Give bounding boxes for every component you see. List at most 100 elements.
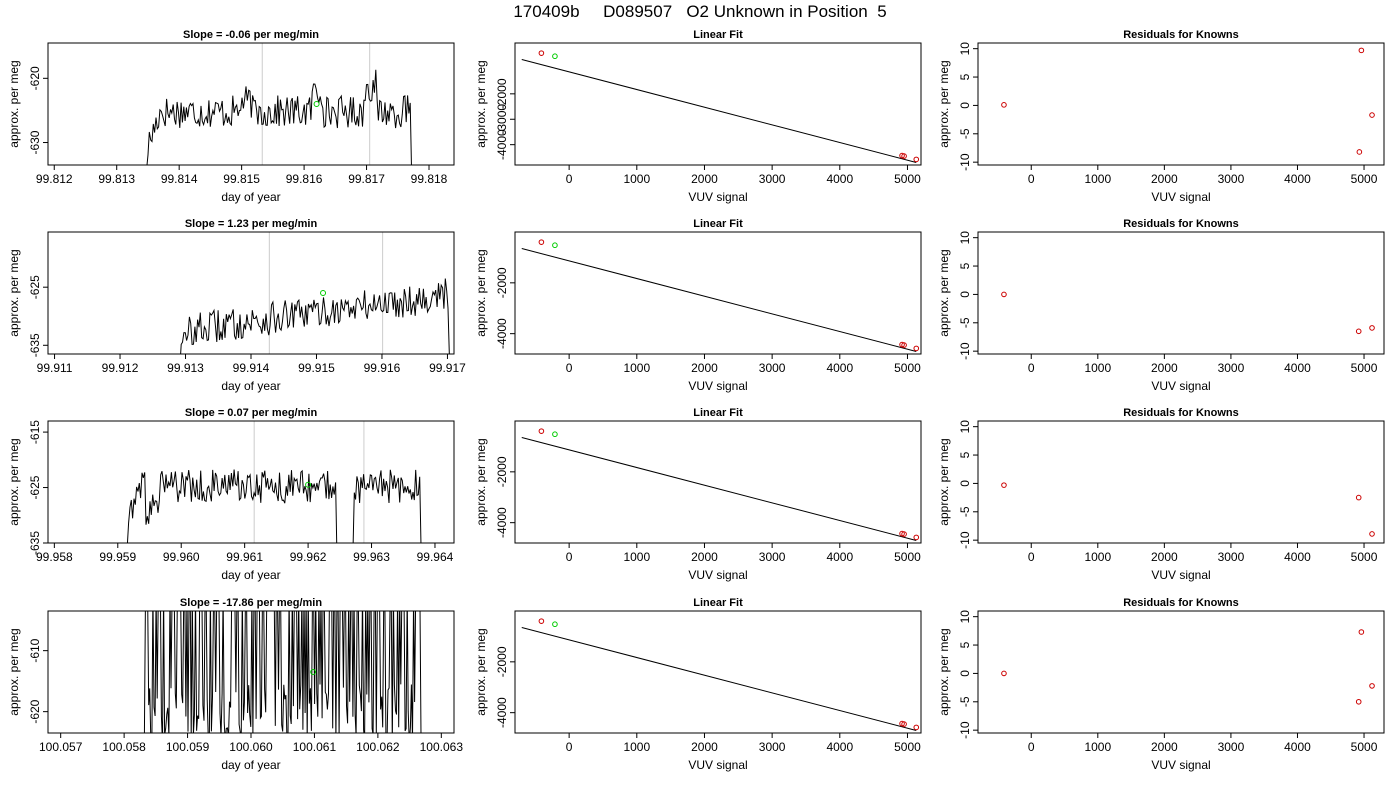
x-tick-label: 5000 [894,361,921,375]
chart-title: Slope = -17.86 per meg/min [180,597,322,609]
x-tick-label: 2000 [1151,550,1178,564]
x-axis-label: day of year [221,379,280,393]
x-tick-label: 1000 [1084,172,1111,186]
y-tick-label: -4000 [495,318,509,349]
y-axis-label: approx. per meg [7,249,21,336]
known-point [913,156,920,163]
y-tick-label: 10 [958,231,972,245]
x-tick-label: 4000 [826,740,853,754]
fit-line [521,627,917,731]
plot-frame [977,610,1385,734]
x-tick-label: 100.063 [420,740,464,754]
y-tick-label: 0 [958,670,972,677]
fit-line [521,248,917,352]
x-tick-label: 4000 [826,361,853,375]
chart-panel-r1c0: 99.911 99.912 99.913 99.914 99.915 99.916 99.9… [7,218,466,393]
known-point [1355,494,1362,501]
x-tick-label: 99.959 [99,550,136,564]
chart-panel-r2c2: 0 1000 2000 3000 4000 5000 10 5 0 -5 -10 Residuals … [937,407,1385,582]
x-tick-label: 1000 [1084,550,1111,564]
x-tick-label: 0 [1028,740,1035,754]
x-axis-label: VUV signal [1151,190,1210,204]
plot-area [521,239,920,352]
x-tick-label: 0 [1028,550,1035,564]
chart-title: Linear Fit [693,407,743,419]
unknown-point [305,481,312,488]
x-axis-label: VUV signal [688,379,747,393]
chart-panel-r3c1: 0 1000 2000 3000 4000 5000 -2000 -4000 Linear Fi… [474,597,922,772]
x-tick-label: 100.059 [166,740,210,754]
y-tick-label: -4000 [495,507,509,538]
y-axis-label: approx. per meg [7,438,21,525]
y-tick-label: 10 [958,420,972,434]
y-tick-label: 5 [958,262,972,269]
y-axis-label: approx. per meg [7,628,21,715]
y-tick-label: 10 [958,42,972,56]
known-point [901,153,907,159]
y-tick-label: -2000 [495,456,509,487]
x-tick-label: 2000 [691,172,718,186]
y-tick-label: -10 [958,342,972,360]
plot-area [1001,291,1375,335]
chart-title: Residuals for Knowns [1123,407,1239,419]
known-point [1369,531,1375,537]
y-tick-label: -10 [958,721,972,739]
x-tick-label: 99.914 [233,361,270,375]
chart-panel-r0c0: 99.812 99.813 99.814 99.815 99.816 99.817 99.8… [7,29,455,204]
y-axis-label: approx. per meg [474,60,488,147]
page-title: 170409b D089507 O2 Unknown in Position 5 [513,2,887,21]
plot-area [1001,629,1375,705]
fit-line [521,59,917,163]
plot-frame [977,231,1385,355]
x-tick-label: 1000 [623,361,650,375]
chart-title: Slope = 0.07 per meg/min [185,407,318,419]
chart-title: Slope = 1.23 per meg/min [185,218,318,230]
x-tick-label: 100.057 [39,740,83,754]
plot-frame [47,231,455,355]
known-point [901,342,907,348]
x-tick-label: 1000 [623,740,650,754]
plot-area [146,43,412,165]
x-tick-label: 0 [566,172,573,186]
x-tick-label: 0 [566,740,573,754]
y-tick-label: -620 [28,66,42,90]
x-tick-label: 3000 [759,172,786,186]
x-tick-label: 99.915 [298,361,335,375]
chart-panel-r2c0: 99.958 99.959 99.960 99.961 99.962 99.963 99.9… [7,407,455,582]
x-tick-label: 4000 [826,172,853,186]
x-tick-label: 100.058 [102,740,146,754]
x-axis-label: VUV signal [1151,758,1210,772]
plot-frame [514,42,922,166]
x-tick-label: 99.911 [37,361,73,375]
y-tick-label: -4000 [495,697,509,728]
x-axis-label: day of year [221,758,280,772]
x-tick-label: 5000 [894,172,921,186]
y-tick-label: -2000 [495,267,509,298]
x-tick-label: 99.816 [286,172,323,186]
unknown-point [310,669,317,675]
x-tick-label: 5000 [894,550,921,564]
known-point [538,239,545,245]
x-tick-label: 4000 [1284,361,1311,375]
x-tick-label: 3000 [759,361,786,375]
x-tick-label: 99.814 [161,172,198,186]
x-tick-label: 99.916 [364,361,401,375]
y-axis-label: approx. per meg [474,249,488,336]
y-tick-label: -10 [958,153,972,171]
x-tick-label: 1000 [623,172,650,186]
chart-panel-r1c1: 0 1000 2000 3000 4000 5000 -2000 -4000 Linear Fi… [474,218,922,393]
plot-frame [514,610,922,734]
y-tick-label: -5 [958,696,972,707]
known-point [538,428,545,434]
known-point [1369,325,1375,331]
x-tick-label: 3000 [759,740,786,754]
y-axis-label: approx. per meg [937,438,951,525]
known-point [913,724,920,731]
plot-frame [977,420,1385,544]
chart-title: Residuals for Knowns [1123,29,1239,41]
x-tick-label: 100.062 [356,740,400,754]
plot-area [1001,482,1375,537]
chart-panel-r0c1: 0 1000 2000 3000 4000 5000 -2000-3000-4000 Line… [474,29,922,204]
x-tick-label: 5000 [1351,740,1378,754]
